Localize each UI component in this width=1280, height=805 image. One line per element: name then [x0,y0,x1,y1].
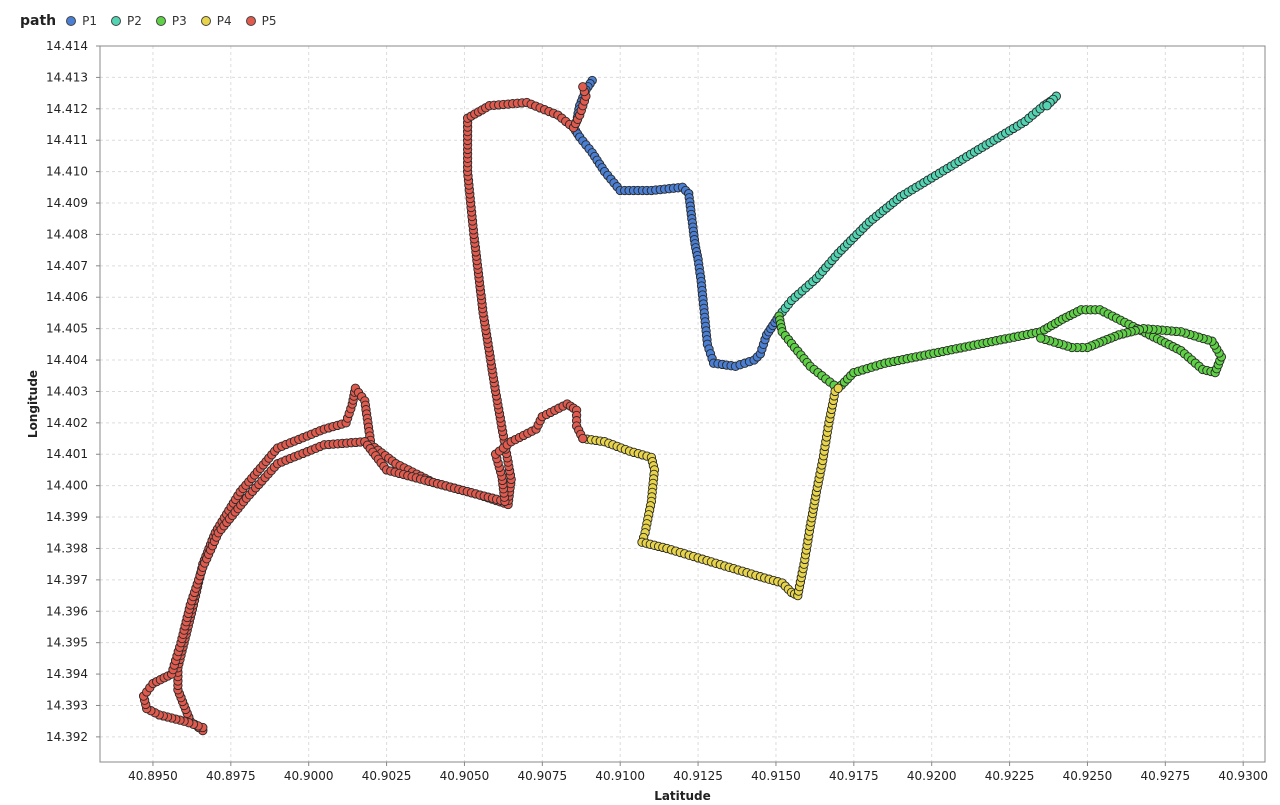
legend-label-p4: P4 [216,14,232,28]
legend-item-p1: P1 [66,14,97,28]
legend-label-p2: P2 [127,14,142,28]
y-tick-label: 14.413 [46,70,88,84]
x-tick-label: 40.9075 [518,769,568,783]
data-point [833,383,843,393]
x-tick-label: 40.8950 [128,769,178,783]
legend-swatch-p1 [66,16,77,26]
legend-label-p5: P5 [261,14,277,28]
x-axis: 40.8950 40.8975 40.9000 40.9025 40.9050 40.90… [100,761,1268,783]
y-tick-label: 14.411 [46,133,88,147]
series-p5 [173,82,591,736]
legend-label-p3: P3 [171,14,187,28]
legend-swatch-p2 [111,16,122,26]
legend-swatch-p3 [155,16,166,26]
x-tick-label: 40.9000 [284,769,334,783]
y-tick-label: 14.414 [46,39,88,53]
series-p3 [774,305,1227,393]
x-tick-label: 40.9175 [829,769,879,783]
y-tick-label: 14.405 [46,322,88,336]
data-point [1042,101,1052,111]
y-tick-label: 14.394 [46,667,88,681]
x-tick-label: 40.8975 [206,769,256,783]
y-tick-label: 14.395 [46,636,88,650]
legend-title: path [20,13,57,29]
legend-label-p1: P1 [82,14,98,28]
legend-item-p4: P4 [200,14,232,28]
x-tick-label: 40.9125 [673,769,723,783]
y-tick-label: 14.408 [46,227,88,241]
y-tick-label: 14.392 [46,730,88,744]
legend-item-p3: P3 [155,14,187,28]
legend-swatch-p5 [245,16,256,26]
data-point [578,433,588,444]
series-p5 [138,399,588,733]
x-tick-label: 40.9100 [595,769,645,783]
y-tick-label: 14.410 [46,165,88,179]
y-tick-label: 14.401 [46,447,88,461]
legend-swatch-p4 [200,16,211,26]
x-tick-label: 40.9050 [440,769,490,783]
grid-lines [100,45,1265,762]
y-tick-label: 14.393 [46,698,88,712]
y-tick-label: 14.400 [46,479,88,493]
y-tick-label: 14.402 [46,416,88,430]
x-tick-label: 40.9025 [362,769,412,783]
legend-item-p5: P5 [245,14,277,28]
y-tick-label: 14.399 [46,510,88,524]
y-tick-label: 14.403 [46,384,88,398]
y-tick-label: 14.407 [46,259,88,273]
data-point [1036,333,1046,343]
data-point [578,82,588,92]
x-tick-label: 40.9275 [1141,769,1191,783]
series-p1 [568,75,784,371]
x-tick-label: 40.9150 [751,769,801,783]
legend-item-p2: P2 [111,14,142,28]
y-tick-label: 14.396 [46,604,88,618]
data-series [138,75,1227,736]
y-tick-label: 14.409 [46,196,88,210]
chart-legend: path P1 P2 P3 P4 P5 [20,10,291,32]
series-p2 [774,91,1061,321]
y-tick-label: 14.397 [46,573,88,587]
y-axis-title: Longitude [26,370,40,438]
y-tick-label: 14.406 [46,290,88,304]
x-tick-label: 40.9200 [907,769,957,783]
y-tick-label: 14.398 [46,541,88,555]
y-axis: 14.392 14.393 14.394 14.395 14.396 14.397 14.3… [46,39,101,762]
x-axis-title: Latitude [654,789,711,803]
x-tick-label: 40.9250 [1063,769,1113,783]
y-tick-label: 14.404 [46,353,88,367]
x-tick-label: 40.9225 [985,769,1035,783]
x-tick-label: 40.9300 [1218,769,1268,783]
series-p4 [578,383,843,601]
y-tick-label: 14.412 [46,102,88,116]
plot-area [99,45,1266,763]
